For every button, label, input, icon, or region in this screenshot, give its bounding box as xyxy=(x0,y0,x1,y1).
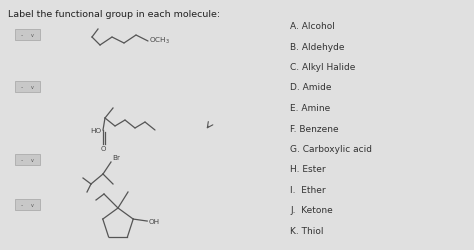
Text: Br: Br xyxy=(112,154,120,160)
Text: -: - xyxy=(20,202,23,207)
Text: -: - xyxy=(20,85,23,90)
Text: -: - xyxy=(20,157,23,162)
Text: v: v xyxy=(31,85,34,90)
Text: v: v xyxy=(31,157,34,162)
Text: D. Amide: D. Amide xyxy=(290,83,331,92)
FancyBboxPatch shape xyxy=(15,154,39,165)
Text: H. Ester: H. Ester xyxy=(290,165,326,174)
Text: C. Alkyl Halide: C. Alkyl Halide xyxy=(290,63,356,72)
Text: B. Aldehyde: B. Aldehyde xyxy=(290,42,345,51)
Text: G. Carboxylic acid: G. Carboxylic acid xyxy=(290,144,372,154)
Text: F. Benzene: F. Benzene xyxy=(290,124,338,133)
Text: -: - xyxy=(20,33,23,38)
Text: HO: HO xyxy=(90,128,101,134)
Text: OCH$_3$: OCH$_3$ xyxy=(149,36,170,46)
FancyBboxPatch shape xyxy=(15,30,39,40)
Text: I.  Ether: I. Ether xyxy=(290,185,326,194)
Text: OH: OH xyxy=(148,218,159,224)
Text: v: v xyxy=(31,33,34,38)
Text: J.  Ketone: J. Ketone xyxy=(290,206,333,215)
FancyBboxPatch shape xyxy=(15,199,39,210)
Text: K. Thiol: K. Thiol xyxy=(290,226,323,235)
Text: Label the functional group in each molecule:: Label the functional group in each molec… xyxy=(8,10,220,19)
Text: A. Alcohol: A. Alcohol xyxy=(290,22,335,31)
FancyBboxPatch shape xyxy=(15,81,39,92)
Text: v: v xyxy=(31,202,34,207)
Text: O: O xyxy=(101,146,106,152)
Text: E. Amine: E. Amine xyxy=(290,104,330,112)
